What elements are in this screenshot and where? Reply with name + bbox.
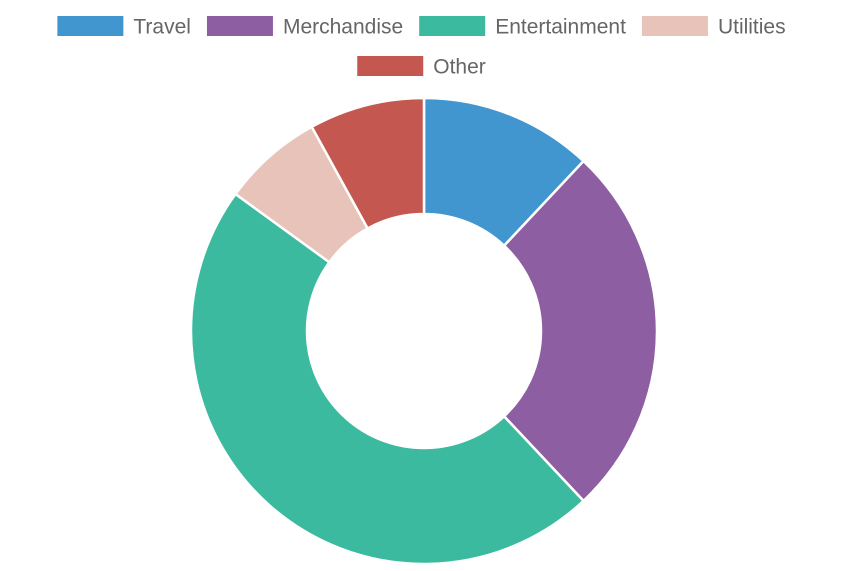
- legend-item-entertainment[interactable]: Entertainment: [419, 16, 626, 39]
- legend-label-merchandise: Merchandise: [283, 16, 403, 39]
- legend-label-other: Other: [433, 56, 486, 79]
- slice-entertainment[interactable]: [189, 192, 585, 566]
- slice-merchandise[interactable]: [502, 159, 659, 503]
- legend-label-travel: Travel: [133, 16, 191, 39]
- legend-item-utilities[interactable]: Utilities: [641, 16, 786, 39]
- legend-item-merchandise[interactable]: Merchandise: [206, 16, 403, 39]
- legend-swatch-travel: [57, 16, 124, 36]
- legend-label-utilities: Utilities: [718, 16, 786, 39]
- legend-swatch-other: [357, 56, 424, 76]
- legend-swatch-entertainment: [419, 16, 486, 36]
- legend-item-other[interactable]: Other: [357, 56, 486, 79]
- legend-item-travel[interactable]: Travel: [57, 16, 191, 39]
- legend-swatch-merchandise: [206, 16, 273, 36]
- legend-swatch-utilities: [641, 16, 708, 36]
- doughnut-slices: [189, 96, 659, 566]
- legend-label-entertainment: Entertainment: [495, 16, 626, 39]
- slice-other[interactable]: [310, 96, 426, 230]
- chart-legend: Travel Merchandise Entertainment Utilities O…: [57, 16, 786, 79]
